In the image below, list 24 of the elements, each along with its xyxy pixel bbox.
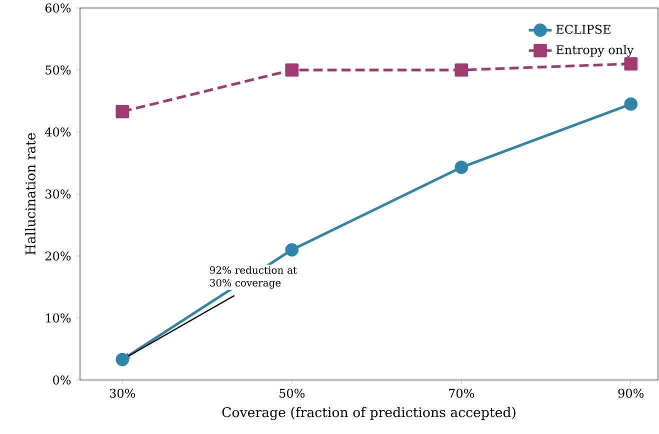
legend-label: Entropy only <box>556 44 634 57</box>
y-tick-label: 30% <box>46 189 71 199</box>
y-tick-label: 60% <box>45 3 71 13</box>
legend-label: ECLIPSE <box>556 24 610 34</box>
x-tick-label: 50% <box>280 388 305 398</box>
point <box>624 97 638 111</box>
y-tick-label: 20% <box>45 251 71 261</box>
point <box>116 352 130 366</box>
y-axis-title: Hallucination rate <box>25 133 36 255</box>
y-tick-label: 0% <box>53 375 71 385</box>
annotation: 92% reduction at 30% coverage <box>210 266 297 289</box>
point <box>285 63 299 77</box>
point <box>116 104 130 118</box>
x-tick-label: 90% <box>618 388 644 398</box>
point <box>454 63 468 77</box>
y-tick-label: 40% <box>45 127 71 137</box>
x-tick-label: 70% <box>449 388 474 398</box>
point <box>624 57 638 70</box>
x-tick-label: 30% <box>110 388 136 398</box>
point <box>454 160 468 174</box>
point <box>285 243 299 256</box>
y-tick-label: 10% <box>46 313 71 323</box>
x-axis-title: Coverage (fraction of predictions accepted) <box>222 406 516 420</box>
y-tick-label: 50% <box>46 65 71 75</box>
